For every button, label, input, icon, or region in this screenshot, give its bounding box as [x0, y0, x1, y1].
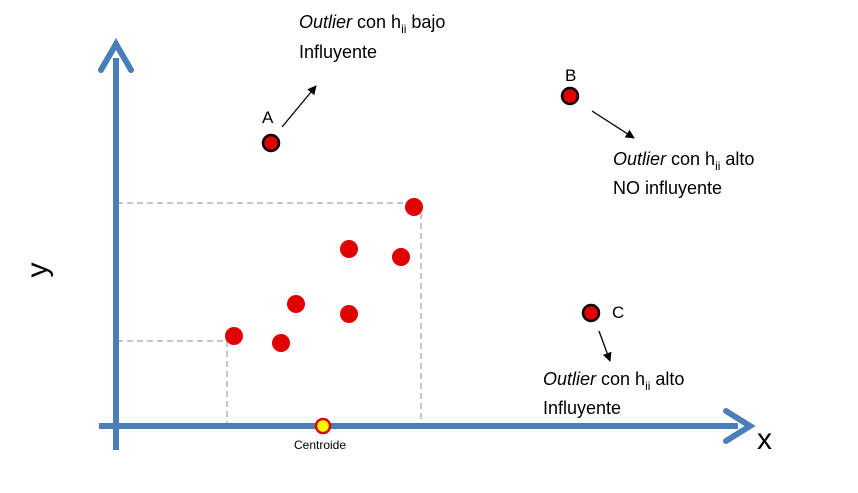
annotation-c-line2: Influyente: [543, 398, 621, 418]
guide-lines: [117, 202, 422, 424]
y-axis-label: y: [21, 263, 54, 278]
x-axis-arrowhead: [723, 408, 756, 444]
annotation-b-line1: Outlier con hii alto: [613, 149, 754, 173]
arrow-c: [598, 330, 612, 362]
annotation-a-line2: Influyente: [299, 42, 377, 62]
data-point: [225, 327, 243, 345]
arrow-b: [591, 110, 635, 139]
annotation-b-line2: NO influyente: [613, 178, 722, 198]
outlier-point-c: [581, 303, 601, 323]
data-point: [405, 198, 423, 216]
centroid-label: Centroide: [294, 438, 346, 452]
annotation-a: Outlier con hii bajo Influyente: [299, 12, 445, 62]
outlier-points: [261, 86, 601, 323]
data-point: [392, 248, 410, 266]
annotation-c-line1: Outlier con hii alto: [543, 369, 684, 393]
data-point: [272, 334, 290, 352]
centroid-point: [314, 417, 332, 435]
axes: x y: [21, 37, 772, 456]
arrow-a: [281, 85, 317, 128]
annotation-arrows: [281, 85, 635, 362]
annotation-b: Outlier con hii alto NO influyente: [613, 149, 754, 198]
outlier-point-b: [560, 86, 580, 106]
data-points: [225, 198, 423, 352]
point-label-b: B: [565, 66, 576, 85]
annotation-a-line1: Outlier con hii bajo: [299, 12, 445, 36]
point-label-a: A: [262, 108, 274, 127]
data-point: [287, 295, 305, 313]
x-axis-label: x: [757, 423, 772, 456]
data-point: [340, 305, 358, 323]
point-label-c: C: [612, 303, 624, 322]
y-axis-arrowhead: [98, 37, 134, 73]
annotation-c: Outlier con hii alto Influyente: [543, 369, 684, 418]
outlier-point-a: [261, 133, 281, 153]
data-point: [340, 240, 358, 258]
